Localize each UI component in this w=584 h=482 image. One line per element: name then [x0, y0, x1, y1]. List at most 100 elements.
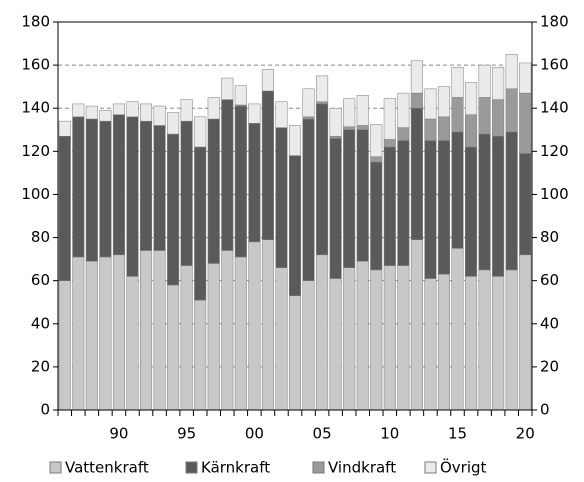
bar-segment [234, 256, 247, 411]
legend-swatch [185, 461, 198, 474]
bar-segment [207, 97, 220, 120]
bar-segment [343, 126, 356, 131]
bar-segment [221, 77, 234, 100]
bar-segment [410, 107, 423, 240]
bar-segment [492, 135, 505, 277]
legend-swatch [312, 461, 325, 474]
bar-segment [288, 155, 302, 297]
y-tick-label: 60 [31, 271, 50, 289]
x-tick-label: 95 [177, 425, 196, 443]
y2-tick-label: 80 [540, 228, 559, 246]
bar-segment [397, 127, 410, 141]
bar-segment [424, 278, 437, 411]
bar-segment [343, 98, 356, 128]
bar-segment [288, 125, 302, 156]
bar-segment [370, 156, 383, 163]
bar-segment [112, 103, 125, 115]
x-tick-label: 15 [448, 425, 467, 443]
bar-segment [288, 295, 302, 411]
bar-segment [302, 88, 315, 118]
bar-segment [492, 67, 505, 100]
bar-segment [478, 97, 491, 135]
bar-segment [370, 269, 383, 411]
bar-segment [437, 86, 450, 118]
bar-segment [302, 116, 315, 120]
bar-segment [153, 125, 166, 251]
x-tick-label: 00 [245, 425, 264, 443]
bar-segment [451, 131, 464, 249]
bar-segment [505, 269, 518, 411]
bar-segment [234, 105, 247, 258]
bar-segment [153, 105, 166, 126]
bar-segment [221, 250, 234, 411]
bar-segment [140, 250, 153, 411]
x-tick-label: 20 [516, 425, 535, 443]
bar-segment [167, 284, 180, 411]
bar-segment [343, 129, 356, 268]
bar-segment [261, 69, 274, 92]
y2-tick-label: 20 [540, 357, 559, 375]
plot-frame [57, 21, 533, 411]
y2-tick-label: 100 [540, 185, 569, 203]
bar-segment [180, 120, 193, 266]
x-tick-label: 10 [380, 425, 399, 443]
bar-segment [58, 135, 71, 281]
bar-segment [153, 250, 166, 411]
bar-segment [316, 101, 329, 105]
bar-segment [437, 116, 450, 141]
bar-segment [451, 67, 464, 98]
bar-segment [383, 139, 396, 148]
bar-segment [85, 261, 98, 411]
bar-segment [356, 95, 369, 126]
bar-segment [248, 123, 261, 243]
bar-segment [370, 124, 383, 157]
bar-segment [207, 118, 220, 264]
bar-segment [505, 88, 518, 133]
bar-segment [126, 276, 139, 411]
bar-segment [261, 239, 274, 411]
bar-segment [505, 131, 518, 271]
bar-segment [248, 103, 261, 124]
bar-segment [99, 256, 112, 411]
bar-segment [451, 97, 464, 133]
bar-segment [112, 114, 125, 256]
bar-segment [383, 98, 396, 140]
bar-segment [58, 120, 71, 137]
legend-label: Vindkraft [328, 459, 396, 477]
bar-segment [140, 120, 153, 251]
bar-segment [370, 161, 383, 271]
bar-segment [410, 92, 423, 109]
bar-segment [356, 261, 369, 411]
bar-segment [383, 146, 396, 266]
x-tick-label: 05 [313, 425, 332, 443]
bar-segment [58, 280, 71, 411]
bar-segment [275, 101, 288, 128]
bar-segment [72, 116, 85, 258]
bar-segment [234, 85, 247, 106]
bar-segment [302, 118, 315, 281]
bar-segment [465, 146, 478, 277]
bar-segment [437, 140, 450, 275]
bar-segment [180, 265, 193, 411]
bar-segment [424, 118, 437, 141]
bar-segment [383, 265, 396, 411]
bar-segment [112, 254, 125, 411]
bar-segment [478, 133, 491, 271]
bar-segment [329, 107, 342, 137]
bar-segment [248, 241, 261, 411]
y-tick-label: 160 [21, 56, 50, 74]
bar-segment [478, 269, 491, 411]
bar-segment [261, 90, 274, 240]
bar-segment [167, 133, 180, 286]
bar-segment [302, 280, 315, 411]
y-tick-label: 180 [21, 13, 50, 31]
bar-segment [343, 267, 356, 411]
bar-segment [140, 103, 153, 122]
bar-segment [126, 101, 139, 118]
bar-segment [85, 118, 98, 262]
legend-label: Kärnkraft [201, 459, 270, 477]
bar-segment [167, 112, 180, 135]
bar-segment [397, 140, 410, 266]
bar-segment [465, 82, 478, 115]
